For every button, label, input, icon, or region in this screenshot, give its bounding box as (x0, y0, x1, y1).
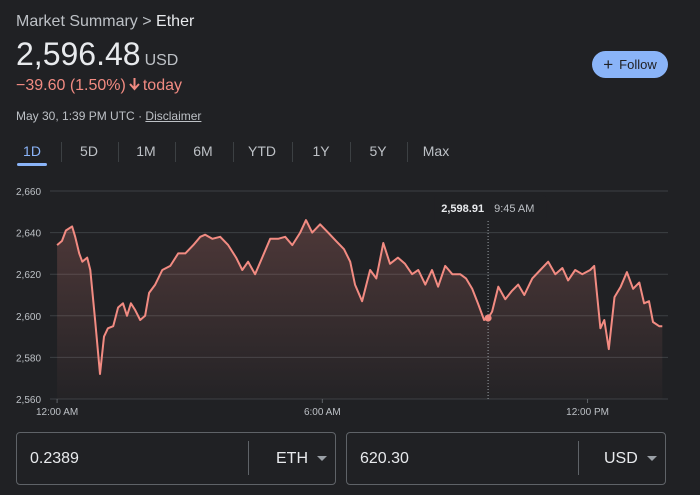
follow-button[interactable]: + Follow (592, 51, 668, 78)
tab-separator (232, 142, 234, 162)
down-arrow (129, 78, 140, 91)
plus-icon: + (603, 55, 614, 74)
from-amount[interactable]: 0.2389 (30, 450, 79, 467)
range-tab[interactable]: Max (422, 143, 450, 159)
range-tab[interactable]: 6M (193, 143, 213, 159)
separator: > (142, 13, 152, 30)
dropdown-icon (647, 456, 657, 461)
tooltip-box (434, 195, 547, 221)
y-tick-label: 2,580 (16, 353, 41, 364)
hover-point (484, 314, 492, 322)
tooltip-value: 2,598.91 (441, 203, 484, 215)
tab-separator (407, 142, 408, 162)
tooltip-time: 9:45 AM (494, 203, 534, 215)
y-tick-label: 2,600 (16, 312, 41, 323)
range-tab[interactable]: 1D (23, 143, 41, 159)
x-tick-label: 6:00 AM (304, 407, 341, 418)
change-row: −39.60 (1.50%) today (16, 77, 182, 95)
follow-label: Follow (619, 57, 657, 72)
price: 2,596.48 (16, 36, 141, 72)
y-tick-label: 2,620 (16, 270, 41, 281)
range-tab[interactable]: 1M (136, 143, 156, 159)
breadcrumb: Market Summary > Ether (16, 13, 194, 31)
change-suffix: today (142, 77, 182, 94)
price-line (56, 219, 663, 375)
x-tick-label: 12:00 AM (36, 407, 78, 418)
price-row: 2,596.48 USD (16, 36, 178, 73)
currency: USD (144, 52, 179, 69)
timestamp: May 30, 1:39 PM UTC (16, 109, 135, 123)
tab-separator (117, 142, 119, 162)
to-unit[interactable]: USD (604, 450, 638, 467)
dot: · (138, 109, 143, 123)
range-tab[interactable]: 5Y (369, 143, 387, 159)
range-tab[interactable]: YTD (248, 143, 276, 159)
chart: 2,560 2,580 2,600 2,620 2,640 2,660 12:00 AM 6:… (16, 187, 668, 418)
timestamp-row: May 30, 1:39 PM UTC · Disclaimer (16, 109, 201, 123)
y-tick-label: 2,560 (16, 395, 41, 406)
to-field[interactable] (346, 432, 666, 485)
tab-separator (349, 142, 351, 162)
from-unit[interactable]: ETH (276, 450, 308, 467)
range-tab[interactable]: 1Y (312, 143, 330, 159)
selected-indicator (17, 163, 47, 166)
tab-separator (60, 142, 62, 162)
y-tick-label: 2,660 (16, 187, 41, 198)
from-field[interactable] (16, 432, 336, 485)
y-tick-label: 2,640 (16, 229, 41, 240)
tab-separator (174, 142, 176, 162)
x-tick-label: 12:00 PM (566, 407, 609, 418)
asset-name: Ether (156, 13, 195, 30)
change: −39.60 (1.50%) (16, 77, 126, 94)
area-fill (57, 220, 663, 399)
to-amount[interactable]: 620.30 (360, 450, 409, 467)
divider (578, 441, 579, 475)
disclaimer[interactable]: Disclaimer (145, 109, 202, 123)
breadcrumb-link[interactable]: Market Summary (16, 13, 138, 30)
divider (248, 441, 249, 475)
tab-separator (291, 142, 293, 162)
dropdown-icon (317, 456, 327, 461)
range-tab[interactable]: 5D (80, 143, 98, 159)
